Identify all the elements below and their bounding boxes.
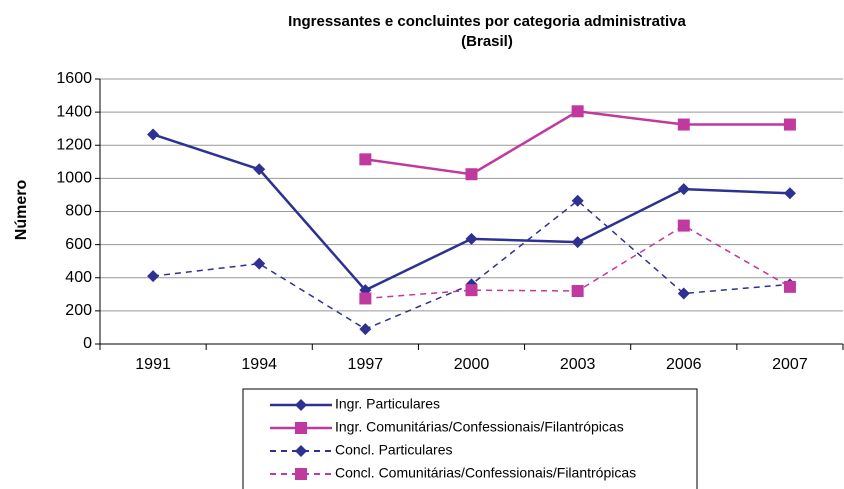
legend-label: Concl. Particulares [335, 442, 453, 458]
marker [147, 270, 160, 283]
legend-marker [295, 422, 307, 434]
marker [677, 287, 690, 300]
marker [359, 153, 372, 166]
marker [571, 285, 584, 297]
legend-marker [295, 468, 307, 480]
marker [677, 183, 690, 196]
series-line [152, 199, 790, 330]
marker [571, 194, 584, 207]
marker [253, 163, 266, 176]
x-tick-label: 2000 [454, 356, 490, 373]
marker [677, 219, 690, 232]
y-tick-label: 800 [65, 203, 92, 220]
x-tick-label: 2003 [560, 356, 596, 373]
marker [677, 118, 690, 131]
marker [783, 187, 796, 200]
legend-marker [295, 445, 307, 457]
chart-title: Ingressantes e concluintes por categoria… [288, 13, 686, 30]
series-line [365, 110, 790, 176]
x-tick-label: 1991 [135, 356, 171, 373]
y-tick-label: 1000 [56, 170, 92, 187]
y-axis-label: Número [13, 180, 30, 241]
chart-subtitle: (Brasil) [461, 33, 513, 50]
marker [253, 257, 266, 270]
marker [783, 118, 796, 131]
x-tick-label: 2006 [666, 356, 702, 373]
marker [783, 280, 796, 293]
series-line [152, 133, 790, 292]
y-tick-label: 0 [83, 335, 92, 352]
legend-marker [295, 399, 307, 411]
x-tick-label: 1997 [348, 356, 384, 373]
marker [147, 128, 160, 141]
marker [465, 284, 478, 297]
legend-label: Concl. Comunitárias/Confessionais/Filant… [335, 465, 636, 481]
y-tick-label: 600 [65, 236, 92, 253]
marker [465, 168, 478, 181]
marker [359, 323, 372, 336]
legend-label: Ingr. Comunitárias/Confessionais/Filantr… [335, 419, 624, 435]
marker [465, 232, 478, 245]
y-tick-label: 200 [65, 302, 92, 319]
y-tick-label: 1200 [56, 136, 92, 153]
marker [571, 236, 584, 249]
x-tick-label: 1994 [241, 356, 277, 373]
legend-label: Ingr. Particulares [335, 396, 440, 412]
x-tick-label: 2007 [772, 356, 808, 373]
y-tick-label: 400 [65, 269, 92, 286]
y-tick-label: 1600 [56, 70, 92, 87]
marker [571, 105, 584, 118]
marker [359, 292, 372, 305]
y-tick-label: 1400 [56, 103, 92, 120]
